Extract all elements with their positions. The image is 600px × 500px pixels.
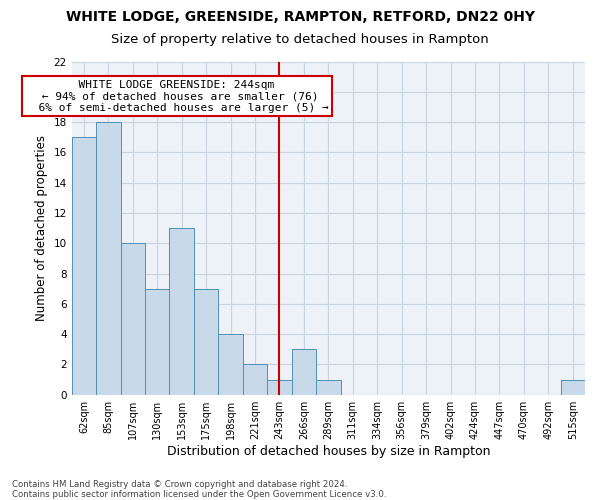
Y-axis label: Number of detached properties: Number of detached properties (35, 135, 48, 321)
Text: WHITE LODGE, GREENSIDE, RAMPTON, RETFORD, DN22 0HY: WHITE LODGE, GREENSIDE, RAMPTON, RETFORD… (65, 10, 535, 24)
Text: Contains HM Land Registry data © Crown copyright and database right 2024.: Contains HM Land Registry data © Crown c… (12, 480, 347, 489)
Bar (218, 334, 243, 394)
Text: WHITE LODGE GREENSIDE: 244sqm  
 ← 94% of detached houses are smaller (76)
  6% : WHITE LODGE GREENSIDE: 244sqm ← 94% of d… (25, 80, 329, 113)
Bar (121, 244, 145, 394)
Bar (71, 137, 96, 394)
Bar (169, 228, 194, 394)
Bar (316, 380, 341, 394)
Text: Contains public sector information licensed under the Open Government Licence v3: Contains public sector information licen… (12, 490, 386, 499)
Bar (267, 380, 292, 394)
Bar (96, 122, 121, 394)
Bar (145, 288, 169, 395)
X-axis label: Distribution of detached houses by size in Rampton: Distribution of detached houses by size … (167, 444, 490, 458)
Bar (194, 288, 218, 395)
Bar (243, 364, 267, 394)
Text: Size of property relative to detached houses in Rampton: Size of property relative to detached ho… (111, 32, 489, 46)
Bar (292, 350, 316, 395)
Bar (560, 380, 585, 394)
